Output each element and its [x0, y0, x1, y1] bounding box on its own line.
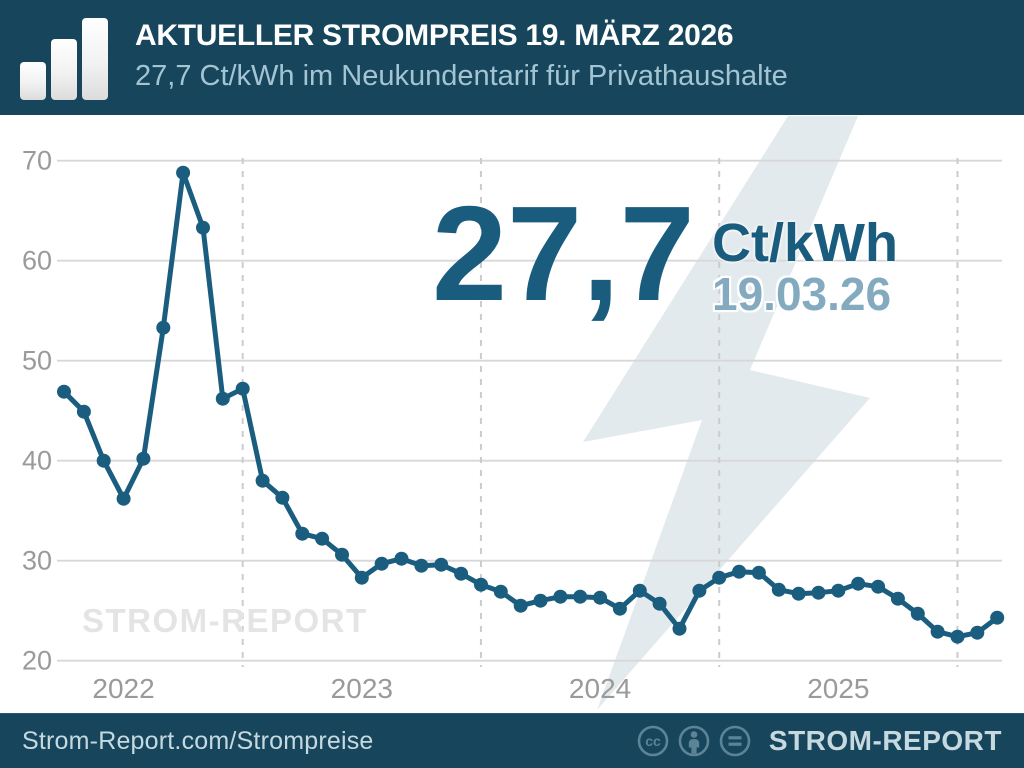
data-point — [215, 391, 230, 406]
data-point — [970, 625, 985, 640]
data-point — [791, 586, 806, 601]
data-point — [96, 453, 111, 468]
brand-name: STROM-REPORT — [768, 725, 1002, 756]
logo-bar-medium — [51, 39, 77, 100]
data-point — [871, 579, 886, 594]
data-point — [533, 593, 548, 608]
data-point — [156, 320, 171, 335]
footer-bar: Strom-Report.com/Strompreise cc STROM-RE… — [0, 713, 1024, 768]
data-point — [692, 583, 707, 598]
data-point — [652, 596, 667, 611]
data-point — [136, 451, 151, 466]
data-point — [374, 556, 389, 571]
data-point — [553, 589, 568, 604]
data-point — [474, 577, 488, 592]
data-point — [990, 610, 1005, 625]
data-point — [255, 473, 270, 488]
x-axis-label-2025: 2025 — [807, 673, 869, 704]
data-point — [672, 621, 687, 636]
page-subtitle: 27,7 Ct/kWh im Neukundentarif für Privat… — [135, 60, 788, 92]
current-price-date: 19.03.26 — [712, 268, 892, 320]
page-title: AKTUELLER STROMPREIS 19. MÄRZ 2026 — [135, 19, 734, 52]
data-point — [950, 629, 965, 644]
bar-chart-logo-icon — [20, 18, 112, 100]
data-point — [851, 576, 866, 591]
attribution-icon — [678, 725, 710, 757]
x-axis-label-2024: 2024 — [569, 673, 631, 704]
y-axis-label-20: 20 — [22, 646, 52, 676]
logo-bar-small — [20, 62, 46, 100]
y-axis-label-50: 50 — [22, 346, 52, 376]
data-point — [116, 491, 131, 506]
header-titles: AKTUELLER STROMPREIS 19. MÄRZ 2026 27,7 … — [135, 18, 788, 93]
data-point — [295, 526, 310, 541]
data-point — [811, 585, 826, 600]
data-point — [176, 165, 191, 180]
data-point — [910, 606, 925, 621]
data-point — [354, 570, 369, 585]
data-point — [831, 583, 846, 598]
data-point — [493, 584, 508, 599]
data-point — [57, 384, 71, 399]
data-point — [76, 404, 91, 419]
no-derivatives-icon — [719, 725, 751, 757]
data-point — [335, 547, 349, 562]
data-point — [315, 531, 330, 546]
data-point — [235, 381, 250, 396]
data-point — [196, 220, 210, 235]
logo-bar-large — [82, 18, 108, 100]
data-point — [454, 566, 469, 581]
data-point — [573, 589, 588, 604]
current-price-unit: Ct/kWh — [712, 213, 898, 273]
svg-text:cc: cc — [645, 733, 661, 749]
data-point — [612, 601, 627, 616]
data-point — [632, 583, 647, 598]
footer-license-group: cc STROM-REPORT — [636, 724, 1002, 758]
current-price-value: 27,7 — [432, 178, 695, 329]
data-point — [732, 564, 747, 579]
x-axis-label-2022: 2022 — [92, 673, 154, 704]
header-bar: AKTUELLER STROMPREIS 19. MÄRZ 2026 27,7 … — [0, 0, 1024, 115]
data-point — [930, 624, 945, 639]
data-point — [414, 558, 429, 573]
data-point — [890, 591, 905, 606]
data-point — [751, 565, 766, 580]
watermark-text: STROM-REPORT — [82, 602, 368, 639]
y-axis-label-40: 40 — [22, 446, 52, 476]
footer-url: Strom-Report.com/Strompreise — [22, 726, 374, 755]
data-point — [712, 570, 727, 585]
x-axis-label-2023: 2023 — [331, 673, 393, 704]
y-axis-label-70: 70 — [22, 146, 52, 176]
data-point — [513, 598, 528, 613]
y-axis-label-60: 60 — [22, 246, 52, 276]
data-point — [771, 582, 786, 597]
y-axis-label-30: 30 — [22, 546, 52, 576]
data-point — [593, 590, 608, 605]
cc-icon: cc — [637, 725, 669, 757]
data-point — [275, 490, 290, 505]
data-point — [434, 557, 449, 572]
data-point — [394, 551, 409, 566]
